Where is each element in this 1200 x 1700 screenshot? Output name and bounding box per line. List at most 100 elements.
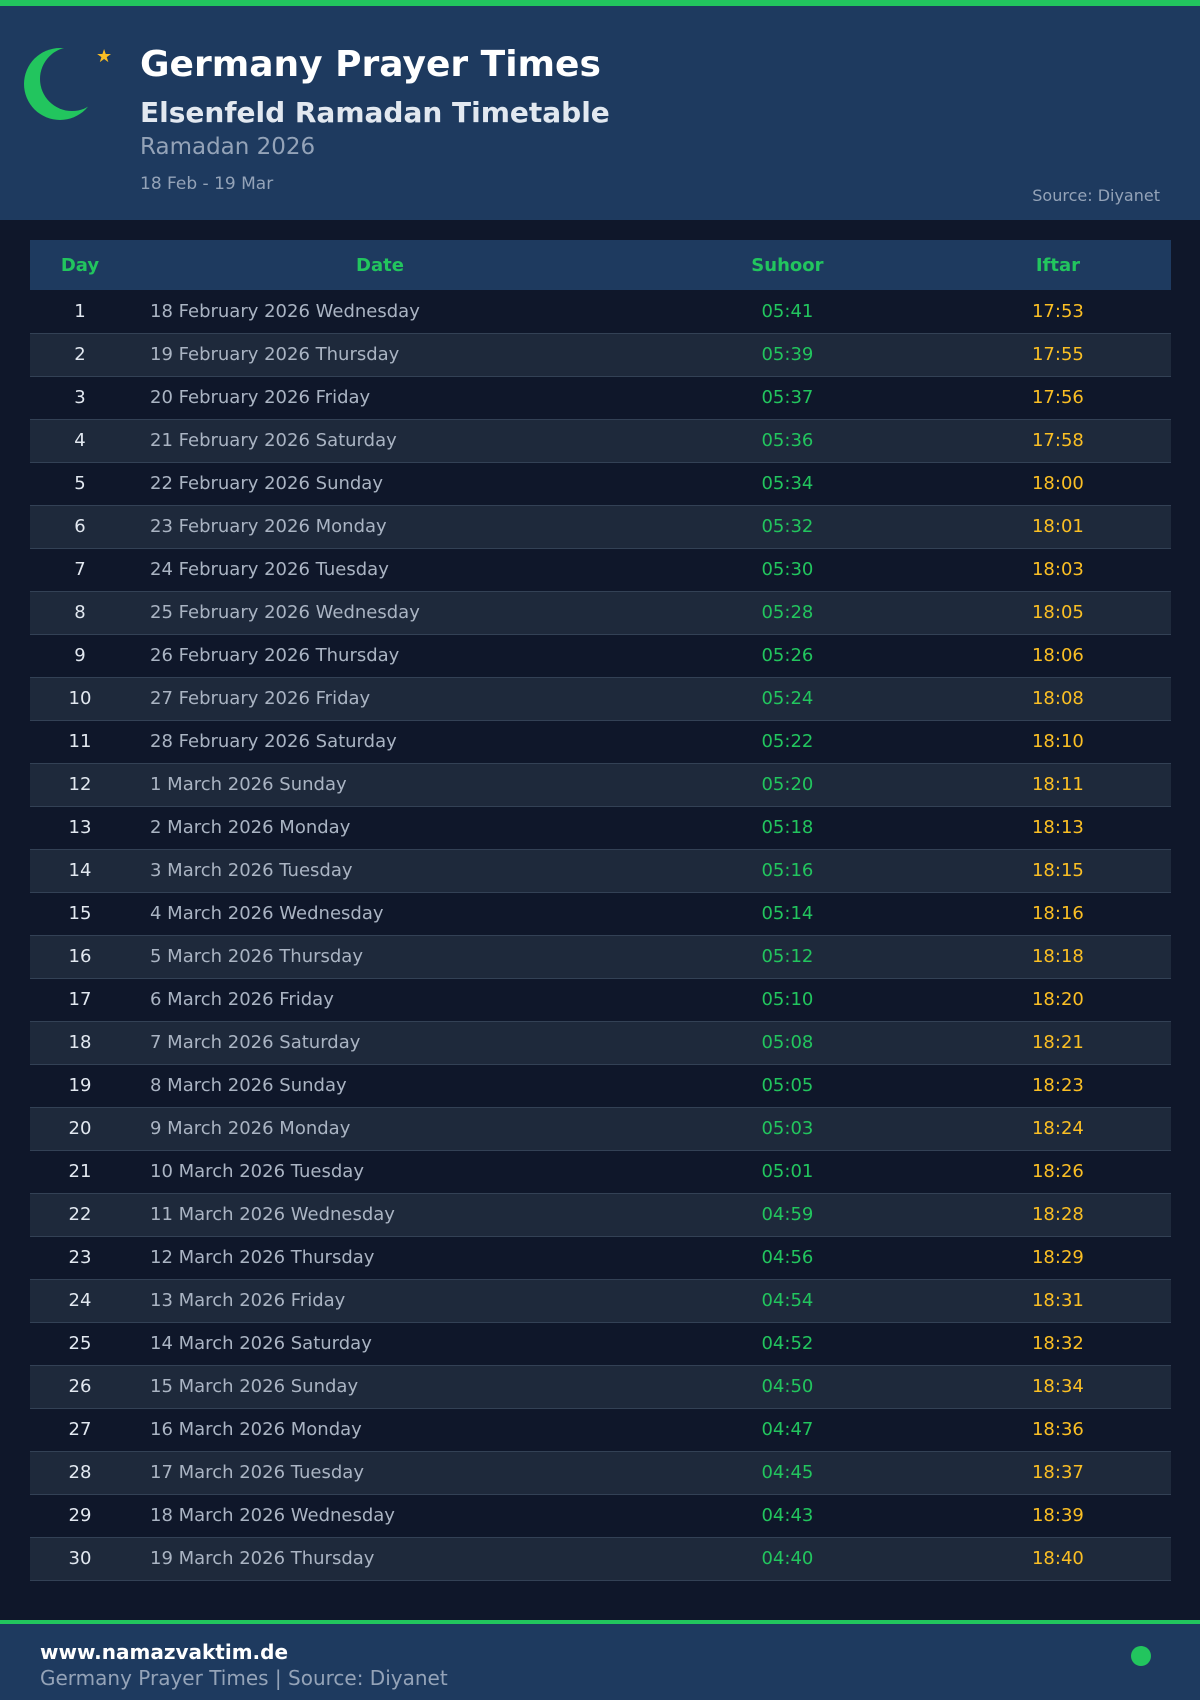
cell-day: 22 <box>30 1193 130 1237</box>
cell-suhoor: 05:08 <box>630 1021 945 1065</box>
cell-suhoor: 04:54 <box>630 1279 945 1323</box>
cell-iftar: 18:20 <box>944 978 1171 1022</box>
column-header-day: Day <box>30 240 130 290</box>
cell-iftar: 18:34 <box>944 1365 1171 1409</box>
cell-date: 8 March 2026 Sunday <box>130 1064 630 1108</box>
cell-iftar: 17:55 <box>944 333 1171 377</box>
cell-date: 26 February 2026 Thursday <box>130 634 630 678</box>
cell-date: 24 February 2026 Tuesday <box>130 548 630 592</box>
star-icon: ★ <box>96 46 113 67</box>
cell-iftar: 18:32 <box>944 1322 1171 1366</box>
table-row: 29 18 March 2026 Wednesday 04:43 18:39 <box>30 1494 1171 1538</box>
cell-date: 28 February 2026 Saturday <box>130 720 630 764</box>
cell-day: 23 <box>30 1236 130 1280</box>
table-row: 3 20 February 2026 Friday 05:37 17:56 <box>30 376 1171 420</box>
footer-accent-bar <box>0 1620 1200 1624</box>
cell-suhoor: 05:12 <box>630 935 945 979</box>
cell-day: 20 <box>30 1107 130 1151</box>
cell-suhoor: 05:30 <box>630 548 945 592</box>
cell-date: 2 March 2026 Monday <box>130 806 630 850</box>
table-row: 1 18 February 2026 Wednesday 05:41 17:53 <box>30 290 1171 334</box>
footer-text: Germany Prayer Times | Source: Diyanet <box>40 1666 448 1690</box>
source-label: Source: Diyanet <box>1032 186 1160 205</box>
table-row: 15 4 March 2026 Wednesday 05:14 18:16 <box>30 892 1171 936</box>
cell-suhoor: 04:52 <box>630 1322 945 1366</box>
cell-day: 25 <box>30 1322 130 1366</box>
cell-iftar: 18:26 <box>944 1150 1171 1194</box>
cell-iftar: 18:11 <box>944 763 1171 807</box>
column-header-date: Date <box>130 240 630 290</box>
cell-day: 11 <box>30 720 130 764</box>
table-row: 28 17 March 2026 Tuesday 04:45 18:37 <box>30 1451 1171 1495</box>
timetable: Day Date Suhoor Iftar 1 18 February 2026 … <box>30 240 1171 1581</box>
date-range: 18 Feb - 19 Mar <box>140 174 274 194</box>
cell-date: 13 March 2026 Friday <box>130 1279 630 1323</box>
cell-day: 4 <box>30 419 130 463</box>
cell-iftar: 17:58 <box>944 419 1171 463</box>
table-row: 25 14 March 2026 Saturday 04:52 18:32 <box>30 1322 1171 1366</box>
cell-iftar: 18:28 <box>944 1193 1171 1237</box>
cell-iftar: 18:05 <box>944 591 1171 635</box>
cell-iftar: 18:36 <box>944 1408 1171 1452</box>
cell-suhoor: 05:39 <box>630 333 945 377</box>
table-row: 24 13 March 2026 Friday 04:54 18:31 <box>30 1279 1171 1323</box>
table-row: 2 19 February 2026 Thursday 05:39 17:55 <box>30 333 1171 377</box>
cell-iftar: 17:56 <box>944 376 1171 420</box>
cell-date: 16 March 2026 Monday <box>130 1408 630 1452</box>
table-row: 6 23 February 2026 Monday 05:32 18:01 <box>30 505 1171 549</box>
cell-iftar: 18:03 <box>944 548 1171 592</box>
cell-date: 15 March 2026 Sunday <box>130 1365 630 1409</box>
cell-suhoor: 05:32 <box>630 505 945 549</box>
column-header-iftar: Iftar <box>944 240 1171 290</box>
cell-day: 12 <box>30 763 130 807</box>
cell-suhoor: 04:47 <box>630 1408 945 1452</box>
cell-date: 17 March 2026 Tuesday <box>130 1451 630 1495</box>
cell-iftar: 18:15 <box>944 849 1171 893</box>
website-link[interactable]: www.namazvaktim.de <box>40 1640 289 1664</box>
table-row: 26 15 March 2026 Sunday 04:50 18:34 <box>30 1365 1171 1409</box>
cell-date: 25 February 2026 Wednesday <box>130 591 630 635</box>
cell-suhoor: 05:37 <box>630 376 945 420</box>
cell-suhoor: 05:18 <box>630 806 945 850</box>
cell-date: 19 February 2026 Thursday <box>130 333 630 377</box>
table-row: 16 5 March 2026 Thursday 05:12 18:18 <box>30 935 1171 979</box>
cell-suhoor: 04:56 <box>630 1236 945 1280</box>
cell-suhoor: 05:34 <box>630 462 945 506</box>
table-row: 5 22 February 2026 Sunday 05:34 18:00 <box>30 462 1171 506</box>
table-row: 12 1 March 2026 Sunday 05:20 18:11 <box>30 763 1171 807</box>
top-accent-bar <box>0 0 1200 6</box>
table-row: 30 19 March 2026 Thursday 04:40 18:40 <box>30 1537 1171 1581</box>
table-row: 8 25 February 2026 Wednesday 05:28 18:05 <box>30 591 1171 635</box>
cell-day: 30 <box>30 1537 130 1581</box>
cell-suhoor: 04:45 <box>630 1451 945 1495</box>
status-dot-icon <box>1131 1646 1151 1666</box>
cell-suhoor: 05:05 <box>630 1064 945 1108</box>
cell-date: 20 February 2026 Friday <box>130 376 630 420</box>
table-row: 27 16 March 2026 Monday 04:47 18:36 <box>30 1408 1171 1452</box>
crescent-icon <box>24 48 92 120</box>
cell-date: 18 March 2026 Wednesday <box>130 1494 630 1538</box>
cell-day: 26 <box>30 1365 130 1409</box>
cell-day: 13 <box>30 806 130 850</box>
cell-date: 12 March 2026 Thursday <box>130 1236 630 1280</box>
table-row: 19 8 March 2026 Sunday 05:05 18:23 <box>30 1064 1171 1108</box>
cell-suhoor: 05:41 <box>630 290 945 334</box>
cell-suhoor: 04:40 <box>630 1537 945 1581</box>
cell-day: 3 <box>30 376 130 420</box>
table-row: 10 27 February 2026 Friday 05:24 18:08 <box>30 677 1171 721</box>
cell-day: 29 <box>30 1494 130 1538</box>
cell-day: 18 <box>30 1021 130 1065</box>
cell-day: 7 <box>30 548 130 592</box>
cell-date: 4 March 2026 Wednesday <box>130 892 630 936</box>
page-subtitle: Elsenfeld Ramadan Timetable <box>140 96 610 129</box>
ramadan-year: Ramadan 2026 <box>140 134 316 160</box>
cell-suhoor: 05:03 <box>630 1107 945 1151</box>
cell-date: 23 February 2026 Monday <box>130 505 630 549</box>
table-row: 22 11 March 2026 Wednesday 04:59 18:28 <box>30 1193 1171 1237</box>
cell-iftar: 18:01 <box>944 505 1171 549</box>
cell-iftar: 18:37 <box>944 1451 1171 1495</box>
cell-date: 3 March 2026 Tuesday <box>130 849 630 893</box>
cell-iftar: 18:06 <box>944 634 1171 678</box>
cell-iftar: 18:18 <box>944 935 1171 979</box>
cell-date: 5 March 2026 Thursday <box>130 935 630 979</box>
